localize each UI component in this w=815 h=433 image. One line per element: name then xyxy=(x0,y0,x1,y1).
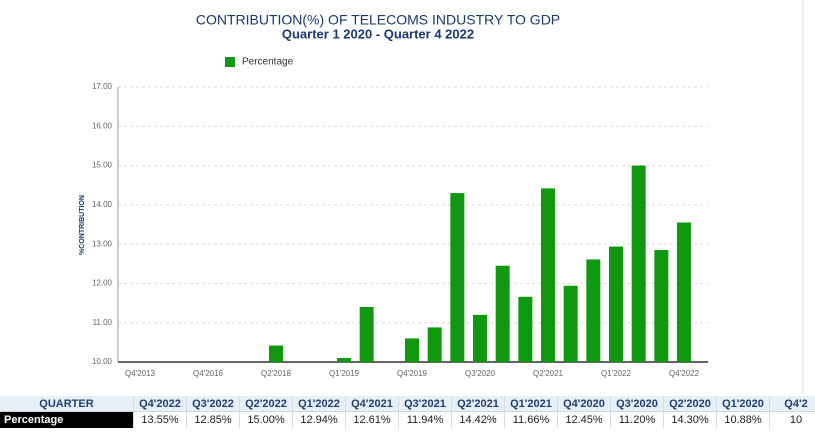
y-tick-label: 11.00 xyxy=(93,318,113,327)
table-cell: 14.42% xyxy=(452,412,505,428)
table-cell: Percentage xyxy=(0,412,134,428)
x-tick-label: Q4'2013 xyxy=(125,369,156,378)
table-cell: 12.61% xyxy=(346,412,399,428)
x-tick-label: Q3'2020 xyxy=(465,369,496,378)
table-cell: 10 xyxy=(770,412,815,428)
x-tick-label: Q4'2022 xyxy=(669,369,700,378)
table-cell: 15.00% xyxy=(240,412,293,428)
header-cell: Q1'2021 xyxy=(505,396,558,412)
header-cell: Q4'2021 xyxy=(346,396,399,412)
bar xyxy=(518,296,533,362)
header-cell: Q1'2022 xyxy=(293,396,346,412)
x-tick-label: Q1'2019 xyxy=(329,369,360,378)
data-table: QUARTER Q4'2022 Q3'2022 Q2'2022 Q1'2022 Q4'20… xyxy=(0,396,815,428)
bar xyxy=(405,338,419,362)
bar xyxy=(654,250,669,362)
header-cell: Q3'2020 xyxy=(611,396,664,412)
y-tick-label: 15.00 xyxy=(92,161,113,170)
header-cell: Q4'2022 xyxy=(134,396,187,412)
table-cell: 11.20% xyxy=(611,412,664,428)
bar xyxy=(563,285,578,362)
y-tick-label: 13.00 xyxy=(92,239,113,248)
header-cell: Q2'2021 xyxy=(452,396,505,412)
y-tick-label: 14.00 xyxy=(92,200,113,209)
x-tick-label: Q2'2018 xyxy=(261,369,292,378)
legend-swatch xyxy=(225,57,235,67)
bar xyxy=(631,165,646,362)
table-cell: 13.55% xyxy=(134,412,187,428)
chart-subtitle: Quarter 1 2020 - Quarter 4 2022 xyxy=(282,26,474,41)
bar xyxy=(677,222,691,362)
table-cell: 14.30% xyxy=(664,412,717,428)
table-cell: 11.66% xyxy=(505,412,558,428)
y-axis-label: %CONTRIBUTION xyxy=(79,195,86,255)
table-row: Percentage 13.55% 12.85% 15.00% 12.94% 12.61%… xyxy=(0,412,815,428)
y-tick-label: 12.00 xyxy=(92,279,113,288)
table-cell: 12.94% xyxy=(293,412,346,428)
header-cell: Q3'2022 xyxy=(187,396,240,412)
bar xyxy=(427,327,442,362)
table-cell: 12.85% xyxy=(187,412,240,428)
bar xyxy=(359,307,374,362)
x-tick-label: Q4'2016 xyxy=(193,369,224,378)
bar xyxy=(450,193,465,362)
y-tick-label: 10.00 xyxy=(92,357,113,366)
table-cell: 10.88% xyxy=(717,412,770,428)
table-header-row: QUARTER Q4'2022 Q3'2022 Q2'2022 Q1'2022 Q4'20… xyxy=(0,396,815,412)
table-cell: 12.45% xyxy=(558,412,611,428)
header-cell: Q1'2020 xyxy=(717,396,770,412)
bar xyxy=(586,259,601,362)
header-cell: Q3'2021 xyxy=(399,396,452,412)
header-cell: QUARTER xyxy=(0,396,134,412)
header-cell: Q4'2 xyxy=(770,396,815,412)
chart: CONTRIBUTION(%) OF TELECOMS INDUSTRY TO … xyxy=(79,0,804,395)
bar xyxy=(495,265,510,362)
header-cell: Q2'2022 xyxy=(240,396,293,412)
bar xyxy=(609,246,623,362)
bar xyxy=(541,188,555,362)
x-tick-label: Q1'2022 xyxy=(601,369,632,378)
header-cell: Q2'2020 xyxy=(664,396,717,412)
bar xyxy=(337,358,351,362)
chart-title: CONTRIBUTION(%) OF TELECOMS INDUSTRY TO … xyxy=(196,12,560,28)
table-cell: 11.94% xyxy=(399,412,452,428)
x-tick-label: Q4'2019 xyxy=(397,369,428,378)
header-cell: Q4'2020 xyxy=(558,396,611,412)
y-tick-label: 16.00 xyxy=(92,121,113,130)
bar xyxy=(269,345,283,362)
x-tick-label: Q2'2021 xyxy=(533,369,564,378)
legend-label: Percentage xyxy=(242,57,294,68)
bar xyxy=(473,314,487,362)
y-tick-label: 17.00 xyxy=(92,82,113,91)
